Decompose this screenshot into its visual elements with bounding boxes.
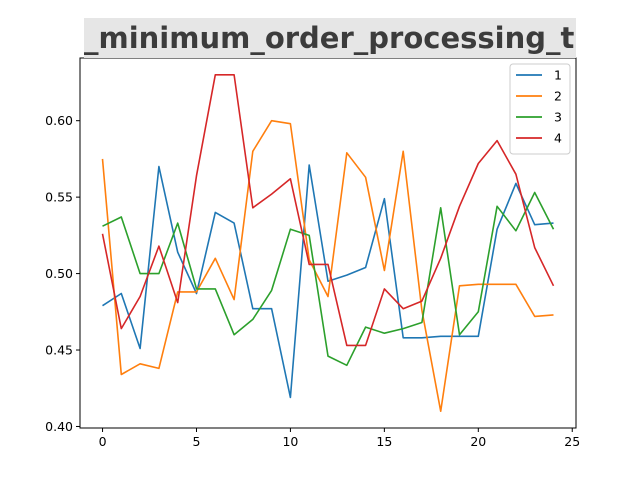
- legend-label-1: 1: [554, 68, 562, 83]
- series-line-1: [102, 164, 554, 399]
- series-line-2: [101, 119, 554, 413]
- legend-box: [509, 63, 571, 155]
- x-tick-label: 25: [564, 434, 580, 449]
- x-tick-label: 0: [99, 434, 107, 449]
- legend: 1 2 3 4: [509, 63, 571, 155]
- series-line-3: [102, 191, 555, 367]
- y-tick-label: 0.60: [45, 113, 73, 128]
- x-tick-label: 5: [193, 434, 201, 449]
- legend-label-3: 3: [554, 110, 562, 125]
- y-tick-label: 0.55: [45, 190, 73, 205]
- y-tick-label: 0.45: [45, 343, 73, 358]
- x-tick-label: 20: [470, 434, 486, 449]
- series-line-4: [101, 74, 555, 347]
- legend-label-2: 2: [554, 89, 562, 104]
- series-layer: [101, 74, 555, 413]
- x-tick-label: 15: [376, 434, 392, 449]
- chart-title-bar: _minimum_order_processing_time_: [84, 18, 576, 58]
- chart-title: _minimum_order_processing_time_: [84, 21, 576, 55]
- x-axis: 0 5 10 15 20 25: [99, 428, 580, 449]
- y-axis: 0.40 0.45 0.50 0.55 0.60: [45, 113, 80, 434]
- y-tick-label: 0.50: [45, 266, 73, 281]
- x-tick-label: 10: [282, 434, 298, 449]
- y-tick-label: 0.40: [45, 419, 73, 434]
- legend-label-4: 4: [554, 131, 562, 146]
- plot-area-frame: [79, 57, 577, 429]
